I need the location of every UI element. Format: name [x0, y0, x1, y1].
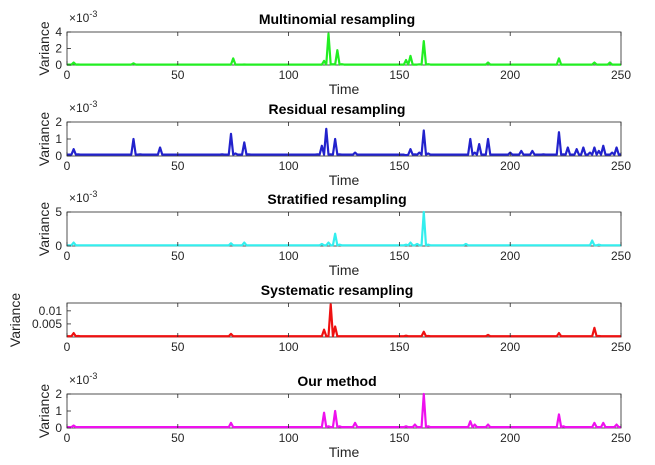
- y-multiplier-exponent: -3: [89, 371, 97, 381]
- x-tick-label: 0: [64, 431, 71, 445]
- y-axis-label: Variance: [36, 112, 52, 166]
- y-tick-label: 1: [55, 404, 62, 418]
- x-tick-label: 150: [389, 159, 409, 173]
- y-tick-label: 5: [55, 205, 62, 219]
- axes-box: [66, 31, 622, 66]
- x-tick-label: 50: [171, 249, 185, 263]
- y-tick-label: 1: [55, 132, 62, 146]
- y-axis-label: Variance: [7, 293, 23, 347]
- subplot-title: Systematic resampling: [261, 282, 414, 298]
- axes-box: [66, 121, 622, 157]
- subplot-title: Residual resampling: [269, 101, 406, 117]
- y-axis-label: Variance: [36, 21, 52, 75]
- x-tick-label: 250: [611, 340, 631, 354]
- x-tick-label: 0: [64, 68, 71, 82]
- series-line: [67, 210, 621, 247]
- y-tick-label: 0.01: [39, 304, 63, 318]
- y-multiplier: ×10-3: [69, 189, 97, 205]
- y-multiplier-exponent: -3: [89, 9, 97, 19]
- x-axis-label: Time: [329, 444, 360, 460]
- y-multiplier: ×10-3: [69, 99, 97, 115]
- series-line: [67, 392, 621, 429]
- x-tick-label: 50: [171, 68, 185, 82]
- x-tick-label: 200: [500, 68, 520, 82]
- x-tick-label: 100: [279, 68, 299, 82]
- x-tick-label: 0: [64, 159, 71, 173]
- y-tick-label: 2: [55, 387, 62, 401]
- axes-box: [66, 211, 622, 247]
- x-tick-label: 200: [500, 340, 520, 354]
- y-tick-label: 2: [55, 115, 62, 129]
- y-tick-label: 0: [55, 421, 62, 435]
- x-tick-label: 50: [171, 340, 185, 354]
- y-tick-label: 2: [55, 42, 62, 56]
- x-tick-label: 150: [389, 431, 409, 445]
- x-tick-label: 150: [389, 249, 409, 263]
- y-multiplier-exponent: -3: [89, 189, 97, 199]
- x-tick-label: 50: [171, 159, 185, 173]
- x-tick-label: 0: [64, 340, 71, 354]
- series-line: [67, 303, 621, 338]
- y-tick-label: 0: [55, 149, 62, 163]
- y-multiplier: ×10-3: [69, 371, 97, 387]
- x-tick-label: 100: [279, 249, 299, 263]
- x-tick-label: 250: [611, 159, 631, 173]
- x-tick-label: 150: [389, 340, 409, 354]
- y-multiplier-exponent: -3: [89, 99, 97, 109]
- series-line: [67, 32, 621, 66]
- x-tick-label: 100: [279, 159, 299, 173]
- y-axis-label: Variance: [36, 384, 52, 438]
- x-axis-label: Time: [329, 81, 360, 97]
- y-tick-label: 0: [55, 239, 62, 253]
- y-tick-label: 4: [55, 25, 62, 39]
- series-line: [67, 127, 622, 157]
- x-tick-label: 200: [500, 159, 520, 173]
- x-axis-label: Time: [329, 172, 360, 188]
- subplot-title: Our method: [297, 373, 376, 389]
- axes-box: [66, 302, 622, 338]
- x-tick-label: 150: [389, 68, 409, 82]
- y-axis-label: Variance: [36, 202, 52, 256]
- x-tick-label: 250: [611, 68, 631, 82]
- x-tick-label: 100: [279, 431, 299, 445]
- subplot-title: Stratified resampling: [267, 191, 406, 207]
- y-multiplier: ×10-3: [69, 9, 97, 25]
- x-tick-label: 250: [611, 249, 631, 263]
- x-axis-label: Time: [329, 262, 360, 278]
- axes-box: [66, 393, 622, 429]
- x-tick-label: 200: [500, 431, 520, 445]
- x-tick-label: 200: [500, 249, 520, 263]
- subplot-3: 0 50 100 150 200 250 0 5 Stratified resampling ×1…: [36, 189, 631, 278]
- y-tick-label: 0.005: [32, 317, 62, 331]
- x-tick-label: 50: [171, 431, 185, 445]
- x-tick-label: 250: [611, 431, 631, 445]
- subplot-title: Multinomial resampling: [259, 11, 415, 27]
- x-tick-label: 100: [279, 340, 299, 354]
- y-tick-label: 0: [55, 58, 62, 72]
- x-tick-label: 0: [64, 249, 71, 263]
